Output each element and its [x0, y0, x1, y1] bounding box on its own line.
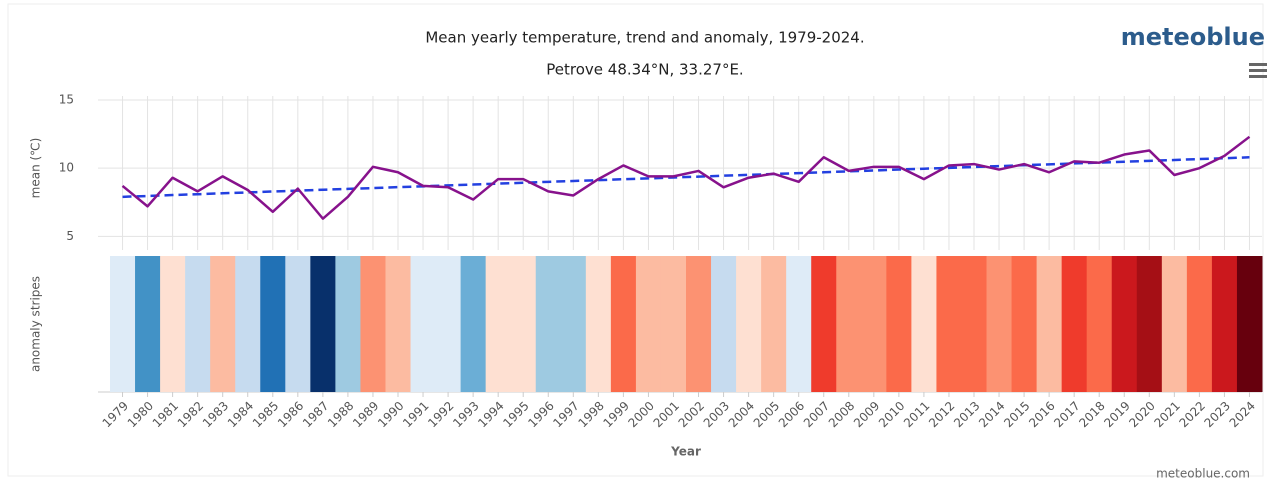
anomaly-stripe	[961, 256, 988, 392]
anomaly-stripe	[1036, 256, 1063, 392]
anomaly-stripe	[160, 256, 186, 392]
anomaly-stripe	[936, 256, 962, 392]
anomaly-stripe	[310, 256, 336, 392]
menu-bar	[1249, 75, 1267, 78]
menu-icon[interactable]	[1249, 63, 1267, 78]
anomaly-stripe	[635, 256, 662, 392]
anomaly-stripe	[1111, 256, 1138, 392]
menu-bar	[1249, 69, 1267, 72]
anomaly-stripe	[460, 256, 487, 392]
anomaly-stripe	[761, 256, 787, 392]
x-axis-label: Year	[670, 445, 701, 459]
anomaly-stripe	[1186, 256, 1213, 392]
mean-line	[121, 135, 1251, 220]
anomaly-stripe	[1086, 256, 1113, 392]
anomaly-stripe	[811, 256, 837, 392]
y-tick-label: 10	[59, 161, 74, 175]
anomaly-stripe	[1236, 256, 1263, 392]
anomaly-stripe	[560, 256, 587, 392]
anomaly-stripe	[1211, 256, 1238, 392]
anomaly-stripe	[210, 256, 236, 392]
anomaly-stripe	[660, 256, 687, 392]
y-axis-label: mean (℃)	[29, 138, 43, 199]
anomaly-stripe	[585, 256, 612, 392]
anomaly-stripe	[235, 256, 261, 392]
anomaly-stripe	[335, 256, 361, 392]
anomaly-stripe	[535, 256, 562, 392]
anomaly-stripe	[711, 256, 737, 392]
anomaly-stripe	[1011, 256, 1038, 392]
anomaly-stripe	[861, 256, 887, 392]
trend-line	[122, 156, 1250, 199]
anomaly-stripe	[485, 256, 512, 392]
y-tick-label: 5	[66, 229, 74, 243]
anomaly-stripe	[911, 256, 937, 392]
anomaly-stripe	[410, 256, 437, 392]
y-tick-label: 15	[59, 93, 74, 107]
anomaly-stripe	[886, 256, 912, 392]
anomaly-stripe	[110, 256, 136, 392]
credit: meteoblue.com	[1156, 467, 1250, 480]
brand-logo[interactable]: meteoblue	[1121, 23, 1265, 51]
anomaly-stripe	[686, 256, 712, 392]
anomaly-stripe	[135, 256, 161, 392]
anomaly-stripe	[1136, 256, 1163, 392]
anomaly-stripe	[836, 256, 862, 392]
anomaly-stripe	[986, 256, 1013, 392]
anomaly-stripe	[185, 256, 211, 392]
anomaly-stripe	[736, 256, 762, 392]
anomaly-stripe	[786, 256, 812, 392]
anomaly-stripe	[285, 256, 311, 392]
stripes-label: anomaly stripes	[29, 276, 43, 372]
anomaly-stripe	[610, 256, 637, 392]
card	[7, 3, 1264, 477]
menu-bar	[1249, 63, 1267, 66]
anomaly-stripe	[360, 256, 386, 392]
chart-subtitle: Petrove 48.34°N, 33.27°E.	[546, 61, 743, 79]
anomaly-stripe	[1161, 256, 1188, 392]
anomaly-stripe	[260, 256, 286, 392]
anomaly-stripe	[385, 256, 412, 392]
anomaly-stripe	[1061, 256, 1088, 392]
anomaly-stripe	[510, 256, 537, 392]
anomaly-stripe	[435, 256, 462, 392]
chart-title: Mean yearly temperature, trend and anoma…	[425, 29, 864, 47]
